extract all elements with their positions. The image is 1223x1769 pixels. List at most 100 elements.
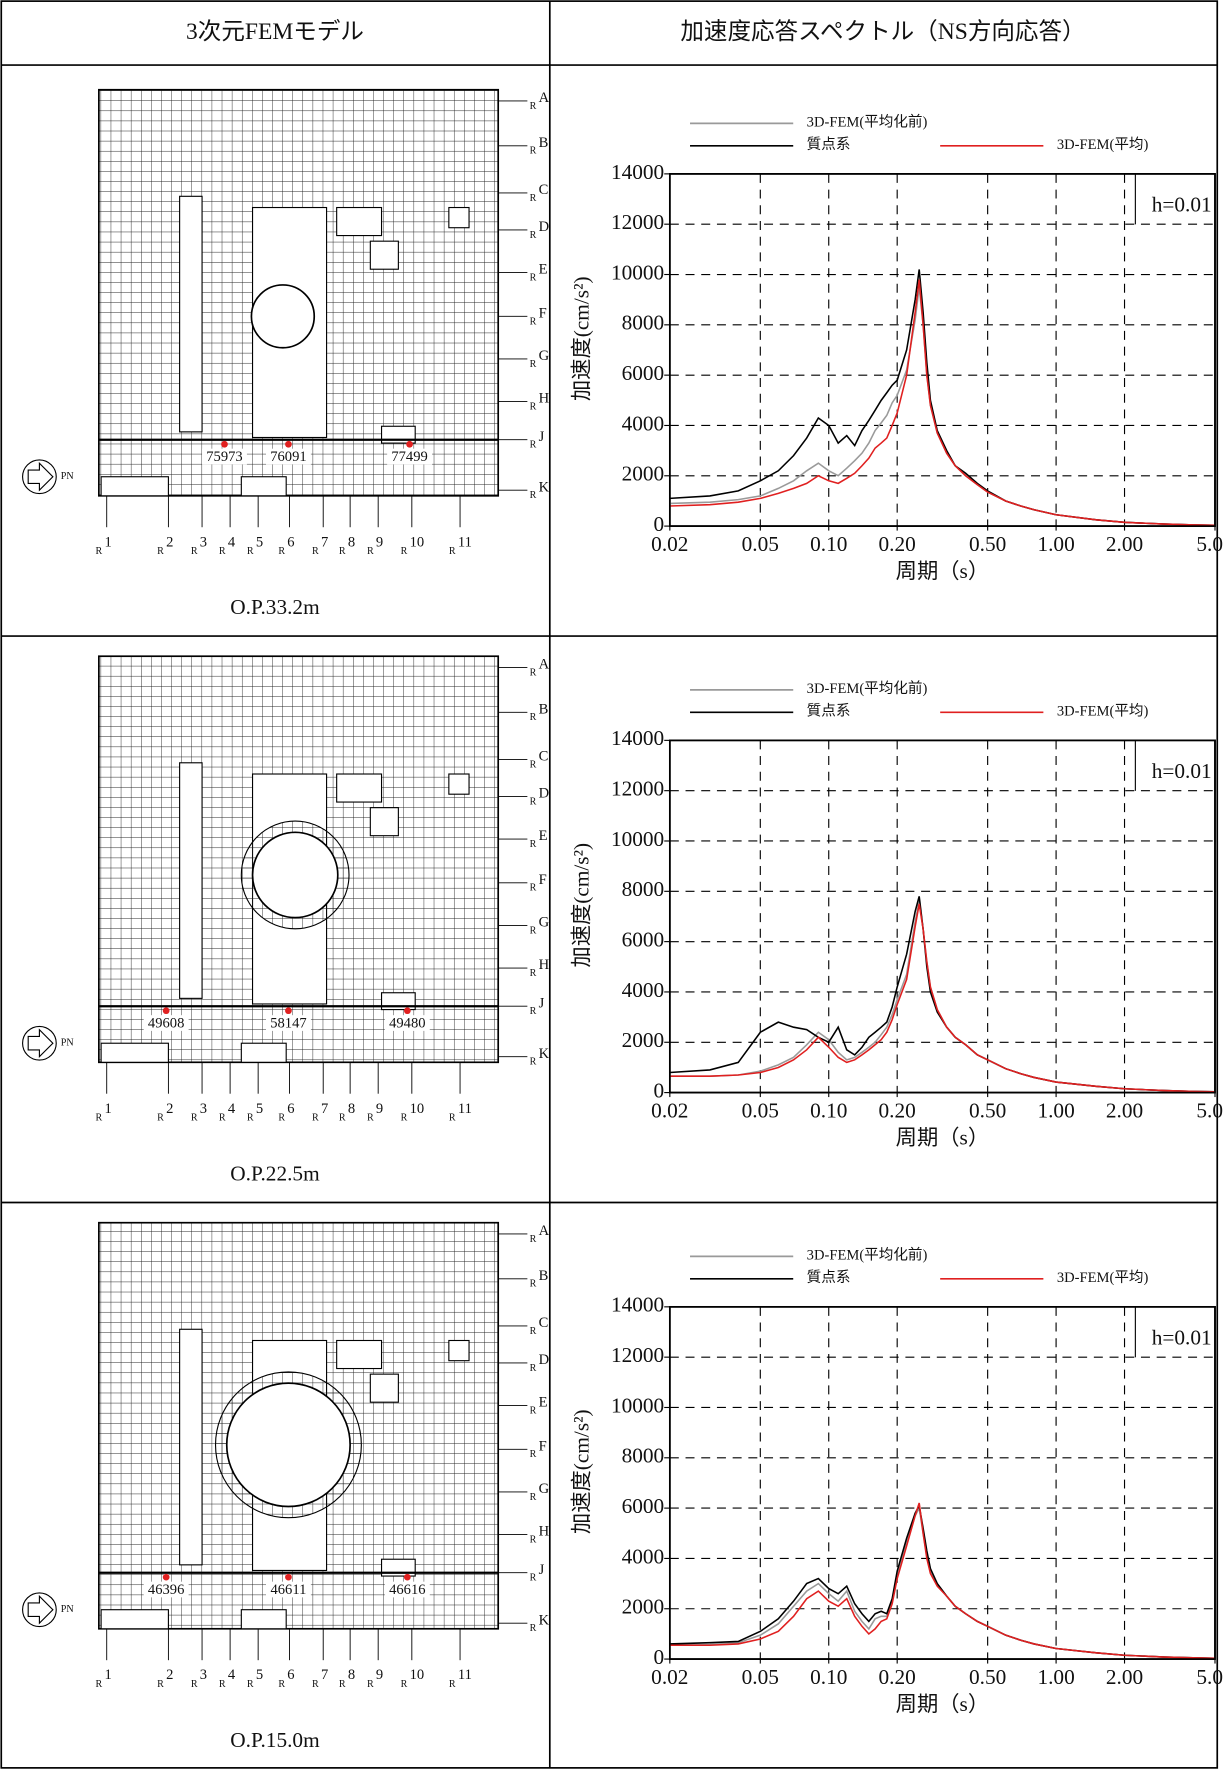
legend-label: 3D-FEM(平均) xyxy=(1057,703,1149,720)
grid-row-label: F xyxy=(539,305,547,321)
fem-model xyxy=(98,88,500,497)
grid-subscript: R xyxy=(278,1113,285,1124)
y-tick-label: 14000 xyxy=(611,160,664,184)
grid-subscript: R xyxy=(367,1113,374,1124)
node-label: 76091 xyxy=(270,449,306,465)
grid-subscript: R xyxy=(191,1113,198,1124)
node-label-bg xyxy=(384,1015,430,1031)
node-dot xyxy=(285,440,292,448)
grid-subscript: R xyxy=(530,273,537,284)
node-dot xyxy=(403,1573,411,1581)
y-axis-label: 加速度(cm/s²) xyxy=(569,843,593,968)
plot-frame xyxy=(668,173,1216,527)
node-dot xyxy=(221,440,228,448)
node-label: 49608 xyxy=(148,1016,184,1032)
opening xyxy=(240,476,287,497)
grid-col-label: 2 xyxy=(166,1667,173,1683)
opening xyxy=(369,1373,399,1403)
grid-subscript: R xyxy=(530,968,537,979)
grid-subscript: R xyxy=(449,1113,456,1124)
opening xyxy=(240,1609,287,1630)
grid-row-label: J xyxy=(539,429,545,445)
series-line xyxy=(669,1502,1216,1660)
grid-subscript: R xyxy=(530,1573,537,1584)
grid-row-label: A xyxy=(539,657,550,673)
grid-row-label: K xyxy=(539,1046,550,1062)
model-caption: O.P.33.2m xyxy=(230,595,320,619)
grid-subscript: R xyxy=(401,546,408,557)
grid-col-label: 3 xyxy=(200,1101,207,1117)
direction-arrow xyxy=(27,461,54,492)
grid-subscript: R xyxy=(530,402,537,413)
y-tick-label: 8000 xyxy=(622,877,665,901)
fem-model xyxy=(98,1221,500,1630)
grid-col-label: 6 xyxy=(287,1101,294,1117)
grid-row-label: D xyxy=(539,1352,550,1368)
y-tick-label: 8000 xyxy=(622,311,665,335)
grid-row-label: D xyxy=(539,219,550,235)
y-tick-label: 10000 xyxy=(611,1393,664,1417)
grid-col-label: 11 xyxy=(458,1667,472,1683)
grid-subscript: R xyxy=(367,546,374,557)
grid-col-label: 3 xyxy=(200,534,207,550)
y-tick-label: 14000 xyxy=(611,726,664,750)
x-axis-label: 周期（s） xyxy=(896,1126,989,1150)
plot-area xyxy=(668,173,1216,527)
grid-subscript: R xyxy=(530,883,537,894)
direction-label: PN xyxy=(61,1038,75,1049)
grid-subscript: R xyxy=(247,546,254,557)
grid-row-label: G xyxy=(539,915,550,931)
grid-subscript: R xyxy=(530,839,537,850)
grid-col-label: 9 xyxy=(376,1101,383,1117)
grid-col-label: 8 xyxy=(348,534,355,550)
grid-subscript: R xyxy=(530,1405,537,1416)
grid-subscript: R xyxy=(530,316,537,327)
grid-row-label: J xyxy=(539,1562,545,1578)
grid-subscript: R xyxy=(530,440,537,451)
grid-subscript: R xyxy=(530,1492,537,1503)
grid-row-label: K xyxy=(539,479,550,495)
grid-col-label: 8 xyxy=(348,1101,355,1117)
grid-row-label: A xyxy=(539,90,550,106)
node-dot xyxy=(162,1007,170,1015)
grid-row-label: A xyxy=(539,1223,550,1239)
grid-subscript: R xyxy=(95,1679,102,1690)
grid-row-label: C xyxy=(539,1315,549,1331)
x-tick-label: 0.05 xyxy=(742,532,779,556)
grid-subscript: R xyxy=(312,1679,319,1690)
x-tick-label: 0.10 xyxy=(810,532,847,556)
plot-area xyxy=(668,739,1216,1094)
grid-subscript: R xyxy=(219,546,226,557)
x-tick-label: 1.00 xyxy=(1037,532,1074,556)
node-label: 75973 xyxy=(206,449,242,465)
node-label-bg xyxy=(266,1581,311,1598)
series-line xyxy=(669,903,1216,1093)
y-tick-label: 0 xyxy=(654,1645,665,1669)
opening xyxy=(336,773,383,803)
y-axis-label: 加速度(cm/s²) xyxy=(569,1409,593,1534)
plot-frame xyxy=(668,1305,1216,1660)
node-label-bg xyxy=(202,448,247,465)
grid-subscript: R xyxy=(191,1679,198,1690)
x-tick-label: 0.20 xyxy=(879,1099,916,1123)
grid-col-label: 9 xyxy=(376,534,383,550)
grid-row-label: B xyxy=(539,135,549,151)
grid-col-label: 6 xyxy=(287,1667,294,1683)
grid-row-label: H xyxy=(539,957,550,973)
grid-row-label: E xyxy=(539,262,548,278)
opening xyxy=(179,195,203,433)
annotation: h=0.01 xyxy=(1152,1325,1212,1349)
grid-col-label: 6 xyxy=(287,534,294,550)
opening xyxy=(448,206,470,229)
grid-subscript: R xyxy=(530,1234,537,1245)
legend-label: 3D-FEM(平均化前) xyxy=(807,114,928,131)
grid-subscript: R xyxy=(247,1113,254,1124)
grid-subscript: R xyxy=(157,1113,164,1124)
grid-subscript: R xyxy=(530,193,537,204)
grid-subscript: R xyxy=(530,101,537,112)
grid-col-label: 4 xyxy=(228,534,236,550)
x-tick-label: 0.02 xyxy=(651,532,688,556)
grid-col-label: 3 xyxy=(200,1667,207,1683)
